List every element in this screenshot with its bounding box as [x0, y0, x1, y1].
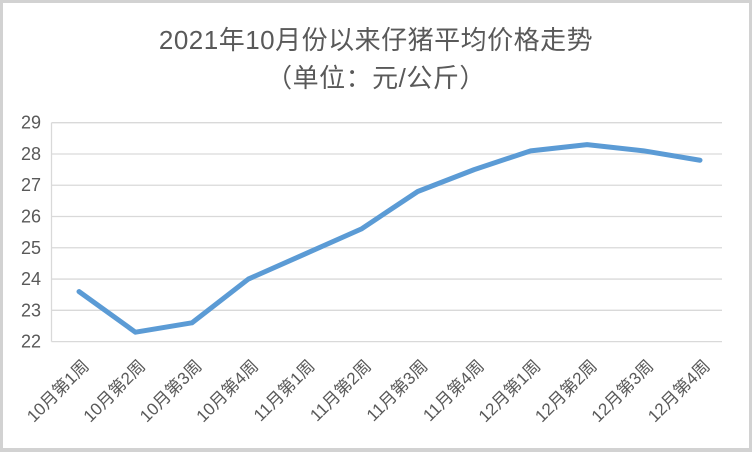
y-tick-label: 22 [21, 332, 41, 352]
y-tick-label: 24 [21, 269, 41, 289]
chart-title: 2021年10月份以来仔猪平均价格走势 [158, 25, 594, 55]
y-tick-label: 26 [21, 207, 41, 227]
y-tick-label: 28 [21, 144, 41, 164]
y-tick-label: 27 [21, 175, 41, 195]
x-tick-label: 10月第4周 [193, 356, 263, 426]
gridlines [50, 122, 722, 343]
y-tick-label: 29 [21, 113, 41, 133]
chart-subtitle: （单位：元/公斤） [266, 63, 486, 93]
price-line-series [76, 142, 703, 335]
y-tick-label: 23 [21, 300, 41, 320]
y-axis-labels: 22 23 24 25 26 27 28 29 [21, 113, 41, 352]
y-tick-label: 25 [21, 238, 41, 258]
x-axis-labels: 10月第1周10月第2周10月第3周10月第4周11月第1周11月第2周11月第… [23, 356, 714, 426]
chart-title-block: 2021年10月份以来仔猪平均价格走势 （单位：元/公斤） [0, 21, 752, 97]
x-tick-label: 12月第4周 [644, 356, 714, 426]
